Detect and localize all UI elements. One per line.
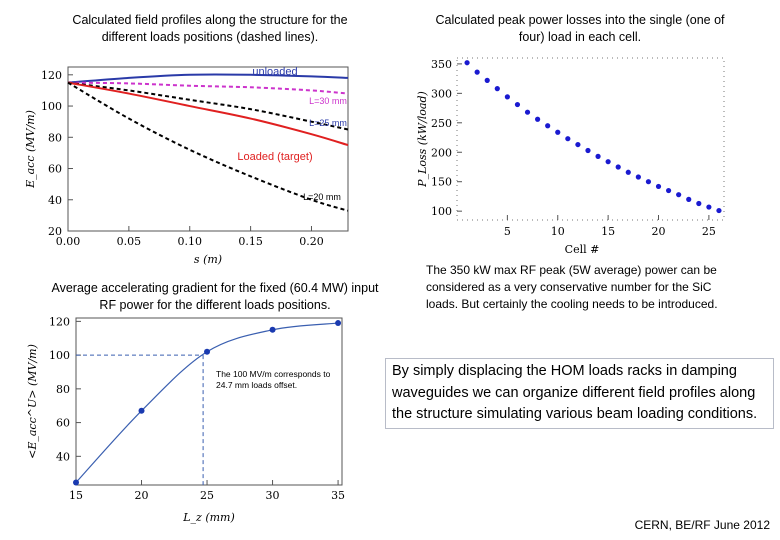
x-tick-label: 10 bbox=[551, 225, 565, 238]
fields-chart-caption: Calculated field profiles along the stru… bbox=[72, 13, 348, 44]
y-tick-label: 100 bbox=[41, 100, 62, 113]
series-line bbox=[67, 81, 349, 147]
data-point bbox=[676, 192, 682, 198]
chart-annotation-line: The 100 MV/m corresponds to bbox=[216, 369, 331, 379]
data-point bbox=[565, 136, 571, 142]
y-tick-label: 120 bbox=[49, 315, 70, 328]
y-tick-label: 40 bbox=[48, 194, 62, 207]
data-point bbox=[335, 320, 342, 327]
series-annotation: unloaded bbox=[252, 66, 297, 78]
x-tick-label: 15 bbox=[601, 225, 615, 238]
y-tick-label: 150 bbox=[431, 176, 452, 189]
series-line bbox=[67, 81, 349, 95]
data-point bbox=[494, 86, 500, 92]
x-tick-label: 0.20 bbox=[299, 235, 324, 248]
plot-frame bbox=[456, 57, 725, 221]
data-point bbox=[625, 169, 631, 175]
data-point bbox=[665, 187, 672, 194]
plot-frame bbox=[75, 317, 343, 486]
peak-power-chart: 5 10 15 20 25 100 150 200 250 300 350 Cell # P_Loss … bbox=[416, 57, 725, 256]
data-point bbox=[524, 109, 531, 115]
data-point bbox=[655, 183, 662, 190]
series-annotation: L=20 mm bbox=[303, 192, 341, 202]
data-point bbox=[73, 479, 79, 486]
y-tick-label: 60 bbox=[48, 163, 62, 176]
y-tick-label: 100 bbox=[49, 349, 70, 362]
y-tick-label: 300 bbox=[431, 87, 452, 100]
data-point bbox=[514, 101, 521, 108]
series-line bbox=[75, 322, 339, 483]
power-chart-caption: Calculated peak power losses into the si… bbox=[435, 13, 725, 44]
data-point bbox=[605, 159, 611, 165]
x-tick-label: 0.00 bbox=[56, 235, 81, 248]
x-tick-label: 30 bbox=[266, 489, 280, 502]
data-point bbox=[464, 60, 470, 66]
plot-frame bbox=[67, 66, 349, 232]
x-tick-label: 0.15 bbox=[238, 235, 263, 248]
avg-gradient-chart: 15 20 25 30 35 40 60 80 100 120 L_z (mm) <E_acc^U> … bbox=[26, 315, 345, 524]
field-profiles-chart: 0.00 0.05 0.10 0.15 0.20 20 40 60 80 100 120 s (m) E… bbox=[24, 66, 349, 266]
x-tick-label: 15 bbox=[69, 489, 83, 502]
data-point bbox=[269, 326, 276, 333]
series-annotation: Loaded (target) bbox=[237, 151, 312, 163]
y-axis-label: <E_acc^U> (MV/m) bbox=[26, 344, 39, 459]
y-tick-label: 100 bbox=[431, 205, 452, 218]
y-tick-label: 80 bbox=[56, 383, 70, 396]
y-tick-label: 40 bbox=[56, 450, 70, 463]
data-point bbox=[138, 407, 145, 414]
main-note: By simply displacing the HOM loads racks… bbox=[385, 358, 774, 429]
data-point bbox=[595, 153, 601, 159]
data-point bbox=[645, 179, 652, 185]
series-annotation: L=25 mm bbox=[309, 118, 347, 128]
data-point bbox=[545, 123, 551, 129]
series-line bbox=[67, 81, 349, 212]
power-note: The 350 kW max RF peak (5W average) powe… bbox=[426, 263, 718, 311]
data-point bbox=[686, 196, 692, 202]
y-tick-label: 200 bbox=[431, 146, 452, 159]
series-annotation: L=30 mm bbox=[309, 96, 347, 106]
x-tick-label: 35 bbox=[331, 489, 345, 502]
y-tick-label: 250 bbox=[431, 117, 452, 130]
y-tick-label: 20 bbox=[48, 225, 62, 238]
gradient-chart-caption: Average accelerating gradient for the fi… bbox=[51, 281, 379, 312]
data-point bbox=[696, 200, 702, 207]
series-line bbox=[67, 73, 349, 84]
x-tick-label: 0.05 bbox=[117, 235, 142, 248]
y-tick-label: 60 bbox=[56, 417, 70, 430]
data-point bbox=[535, 116, 541, 122]
footer-credit: CERN, BE/RF June 2012 bbox=[634, 518, 770, 532]
data-point bbox=[504, 94, 510, 100]
x-tick-label: 25 bbox=[702, 225, 716, 238]
y-axis-label: P_Loss (kW/load) bbox=[416, 91, 429, 188]
data-point bbox=[635, 174, 641, 180]
x-axis-label: L_z (mm) bbox=[182, 511, 235, 524]
data-point bbox=[615, 164, 621, 170]
data-point bbox=[585, 147, 591, 154]
data-point bbox=[575, 141, 581, 148]
data-point bbox=[204, 348, 211, 355]
x-tick-label: 0.10 bbox=[177, 235, 202, 248]
x-tick-label: 20 bbox=[135, 489, 149, 502]
data-point bbox=[706, 204, 712, 210]
x-tick-label: 5 bbox=[504, 225, 511, 238]
y-axis-label: E_acc (MV/m) bbox=[24, 110, 37, 189]
data-point bbox=[474, 69, 480, 75]
y-tick-label: 350 bbox=[431, 58, 452, 71]
data-point bbox=[555, 129, 561, 135]
chart-annotation-line: 24.7 mm loads offset. bbox=[216, 380, 297, 390]
x-tick-label: 20 bbox=[652, 225, 666, 238]
x-axis-label: s (m) bbox=[194, 253, 222, 266]
chart-annotation: The 100 MV/m corresponds to 24.7 mm loads… bbox=[216, 369, 331, 390]
data-point bbox=[716, 207, 722, 214]
data-point bbox=[484, 77, 490, 83]
x-tick-label: 25 bbox=[200, 489, 214, 502]
x-axis-label: Cell # bbox=[565, 243, 600, 256]
y-tick-label: 120 bbox=[41, 69, 62, 82]
y-tick-label: 80 bbox=[48, 131, 62, 144]
